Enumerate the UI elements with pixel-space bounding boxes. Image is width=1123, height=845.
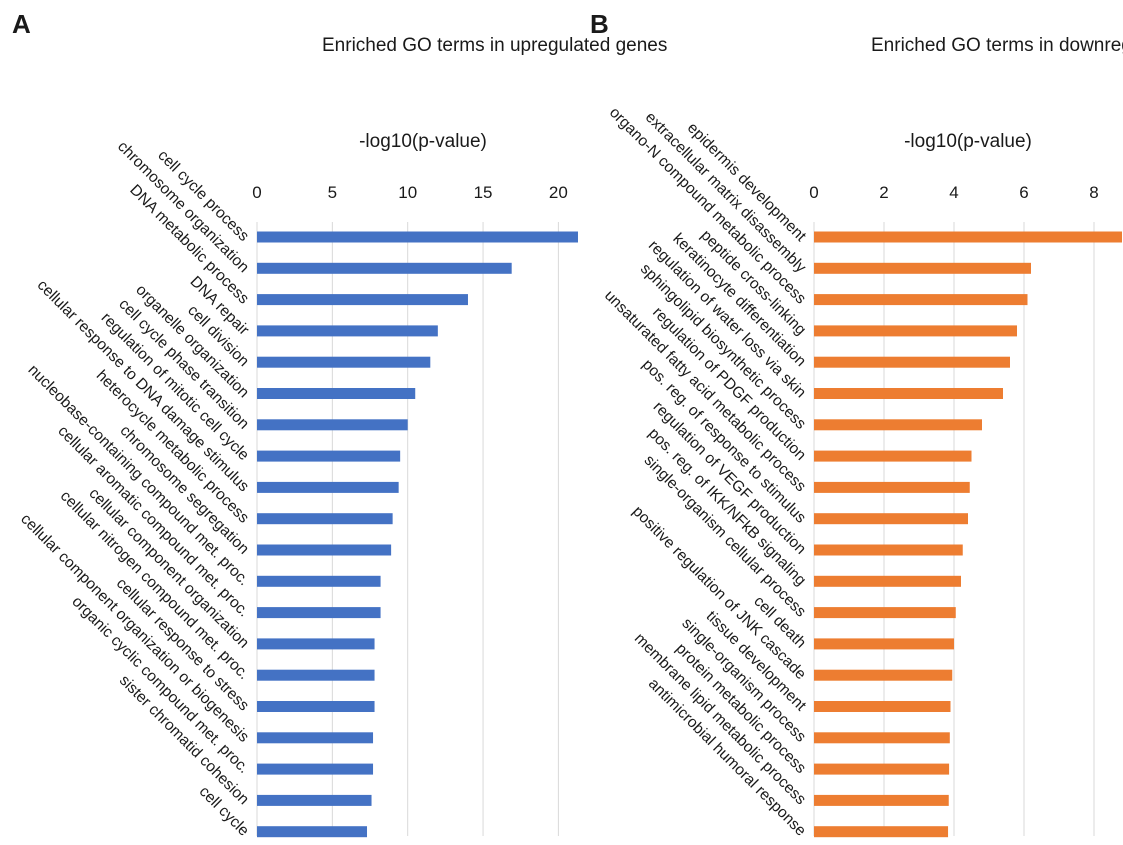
panel-1-bar-11 bbox=[814, 575, 961, 587]
panel-0-bar-6 bbox=[257, 419, 408, 431]
panel-0-bar-2 bbox=[257, 294, 468, 306]
panel-0-bar-5 bbox=[257, 388, 416, 399]
panel-1-bar-17 bbox=[814, 763, 950, 775]
panel-1-bar-13 bbox=[814, 638, 954, 650]
panel-0-bar-8 bbox=[257, 481, 399, 493]
panel-1-bar-9 bbox=[814, 513, 968, 525]
panel-0-bar-19 bbox=[257, 826, 368, 838]
panel-1-bar-6 bbox=[814, 419, 982, 431]
panel-1-tick-label-2: 4 bbox=[949, 183, 958, 202]
panel-0-tick-label-1: 5 bbox=[328, 183, 337, 202]
panel-1-letter: B bbox=[590, 9, 609, 39]
panel-0-bar-13 bbox=[257, 638, 375, 650]
panel-1-bar-19 bbox=[814, 826, 949, 838]
panel-1-category-label-0: epidermis development bbox=[684, 119, 810, 245]
panel-0-letter: A bbox=[12, 9, 31, 39]
panel-0-bar-11 bbox=[257, 575, 381, 587]
panel-1-bar-15 bbox=[814, 701, 951, 712]
panel-1-tick-label-0: 0 bbox=[809, 183, 818, 202]
panel-0-tick-label-4: 20 bbox=[549, 183, 568, 202]
panel-1-bar-5 bbox=[814, 388, 1003, 399]
panel-0-bar-1 bbox=[257, 262, 512, 274]
panel-1-tick-label-3: 6 bbox=[1019, 183, 1028, 202]
panel-0-bar-4 bbox=[257, 356, 431, 368]
panel-1-bar-16 bbox=[814, 732, 950, 744]
panel-0-bar-12 bbox=[257, 607, 381, 619]
panel-1-bar-2 bbox=[814, 294, 1028, 306]
panel-0-bar-0 bbox=[257, 231, 578, 243]
panel-0-tick-label-3: 15 bbox=[474, 183, 493, 202]
panel-0-bar-14 bbox=[257, 669, 375, 681]
panel-0-axis-title: -log10(p-value) bbox=[359, 131, 487, 152]
panel-1-bar-4 bbox=[814, 356, 1010, 368]
panel-0-bar-16 bbox=[257, 732, 374, 744]
panel-0-bar-7 bbox=[257, 450, 401, 462]
panel-0-tick-label-2: 10 bbox=[398, 183, 417, 202]
panel-1-axis-title: -log10(p-value) bbox=[904, 131, 1032, 152]
panel-0-bar-15 bbox=[257, 701, 375, 712]
panel-1-bar-7 bbox=[814, 450, 972, 462]
panel-0-bar-3 bbox=[257, 325, 438, 337]
panel-0-bar-18 bbox=[257, 794, 372, 806]
panel-1-tick-label-4: 8 bbox=[1089, 183, 1098, 202]
panel-0-tick-label-0: 0 bbox=[252, 183, 261, 202]
panel-1-bar-10 bbox=[814, 544, 963, 556]
panel-1-bar-12 bbox=[814, 607, 956, 619]
panel-0-title: Enriched GO terms in upregulated genes bbox=[322, 35, 667, 56]
panel-0-bar-9 bbox=[257, 513, 393, 525]
panel-1-tick-label-1: 2 bbox=[879, 183, 888, 202]
panel-0-category-label-1: chromosome organization bbox=[114, 138, 252, 276]
panel-0-bar-17 bbox=[257, 763, 374, 775]
panel-1-bar-1 bbox=[814, 262, 1031, 274]
panel-1-bar-3 bbox=[814, 325, 1017, 337]
panel-1-bar-0 bbox=[814, 231, 1122, 243]
panel-1-title: Enriched GO terms in downregulated genes bbox=[871, 35, 1123, 56]
panel-0-bar-10 bbox=[257, 544, 392, 556]
panel-1-bar-8 bbox=[814, 481, 970, 493]
panel-1-bar-18 bbox=[814, 794, 949, 806]
panel-1-bar-14 bbox=[814, 669, 953, 681]
